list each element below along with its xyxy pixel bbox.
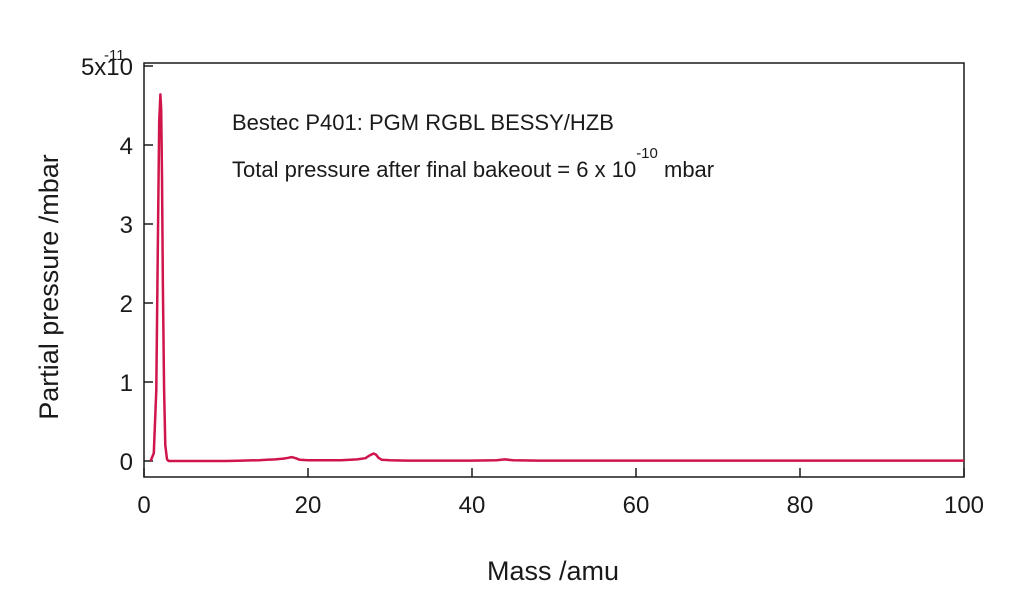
x-tick-label: 100	[944, 492, 984, 519]
y-tick-label: 4	[120, 133, 133, 160]
x-axis-title: Mass /amu	[487, 556, 619, 586]
y-axis-ticks: 0 1 2 3 4 5x10	[81, 54, 153, 476]
x-axis-ticks: 0 20 40 60 80 100	[137, 468, 984, 519]
y-tick-label: 5x10	[81, 54, 133, 81]
annotation-line-2: Total pressure after final bakeout = 6 x…	[232, 145, 714, 182]
partial-pressure-line	[149, 93, 964, 463]
x-tick-label: 20	[295, 492, 322, 519]
x-tick-label: 40	[459, 492, 486, 519]
annotation-line-1: Bestec P401: PGM RGBL BESSY/HZB	[232, 110, 614, 135]
y-tick-label: 2	[120, 291, 133, 318]
annotation-line-2-exponent: -10	[636, 145, 658, 162]
x-tick-label: 60	[623, 492, 650, 519]
y-tick-label: 3	[120, 212, 133, 239]
y-axis-title: Partial pressure /mbar	[34, 154, 64, 420]
x-tick-label: 0	[137, 492, 150, 519]
annotation-line-2-prefix: Total pressure after final bakeout = 6 x…	[232, 157, 636, 182]
plot-frame	[143, 62, 965, 478]
x-tick-label: 80	[787, 492, 814, 519]
annotation-line-2-suffix: mbar	[658, 157, 714, 182]
y-tick-label: 0	[120, 449, 133, 476]
y-scale-exponent: -11	[104, 47, 125, 64]
y-tick-label: 1	[120, 370, 133, 397]
